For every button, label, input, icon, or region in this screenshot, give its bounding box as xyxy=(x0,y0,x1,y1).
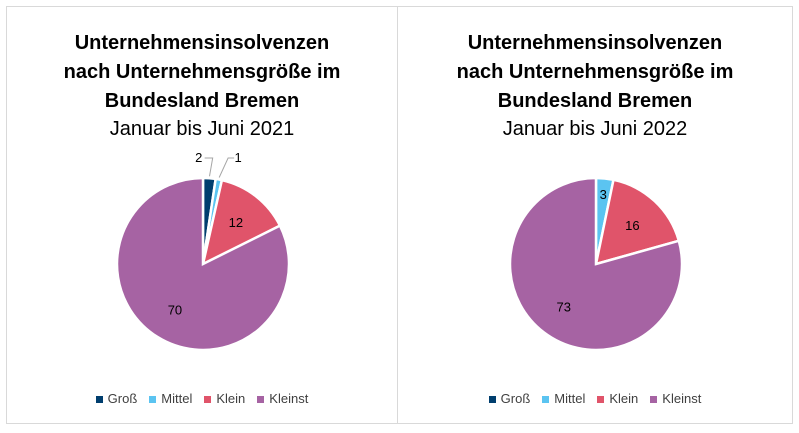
data-label: 73 xyxy=(557,299,571,314)
legend: Groß Mittel Klein Kleinst xyxy=(398,391,792,406)
legend-label: Groß xyxy=(107,391,138,406)
data-label: 12 xyxy=(229,215,243,230)
legend-swatch xyxy=(542,396,550,404)
data-label: 3 xyxy=(600,187,607,202)
legend-label: Klein xyxy=(216,391,246,406)
pie-slice-kleinst xyxy=(115,176,291,352)
legend-label: Mittel xyxy=(554,391,586,406)
legend-label: Klein xyxy=(609,391,639,406)
leader-line xyxy=(218,157,235,178)
legend-item: Mittel xyxy=(149,391,192,406)
legend-item: Klein xyxy=(204,391,245,406)
chart-title: Unternehmensinsolvenzen nach Unternehmens… xyxy=(63,32,341,112)
chart-subtitle: Januar bis Juni 2021 xyxy=(109,118,295,140)
data-label: 1 xyxy=(234,150,241,165)
leader-line xyxy=(204,157,214,177)
legend-swatch xyxy=(257,396,265,404)
legend-item: Kleinst xyxy=(650,391,701,406)
data-label: 2 xyxy=(195,150,202,165)
chart-title: Unternehmensinsolvenzen nach Unternehmens… xyxy=(456,32,734,112)
legend-swatch xyxy=(597,396,605,404)
pie-chart: 2 1 12 70 xyxy=(115,150,291,352)
legend-item: Klein xyxy=(597,391,638,406)
legend-swatch xyxy=(95,396,103,404)
legend-label: Kleinst xyxy=(269,391,309,406)
data-label: 16 xyxy=(625,218,639,233)
legend: Groß Mittel Klein Kleinst xyxy=(7,391,397,406)
legend-swatch xyxy=(488,396,496,404)
legend-label: Kleinst xyxy=(662,391,702,406)
pie-slice-klein xyxy=(201,178,282,267)
pie-chart: 3 16 73 xyxy=(508,176,684,352)
chart-panel-2021: Unternehmensinsolvenzen nach Unternehmens… xyxy=(6,6,398,424)
legend-swatch xyxy=(650,396,658,404)
legend-swatch xyxy=(149,396,157,404)
pie-slice-kleinst xyxy=(508,176,684,352)
legend-item: Groß xyxy=(488,391,531,406)
legend-item: Mittel xyxy=(542,391,585,406)
chart-subtitle: Januar bis Juni 2022 xyxy=(502,118,688,140)
legend-label: Mittel xyxy=(161,391,193,406)
data-label: 70 xyxy=(168,302,182,317)
legend-item: Groß xyxy=(95,391,138,406)
pie-slice-klein xyxy=(594,178,681,266)
legend-label: Groß xyxy=(500,391,531,406)
legend-item: Kleinst xyxy=(257,391,308,406)
chart-panel-2022: Unternehmensinsolvenzen nach Unternehmens… xyxy=(397,6,793,424)
legend-swatch xyxy=(204,396,212,404)
